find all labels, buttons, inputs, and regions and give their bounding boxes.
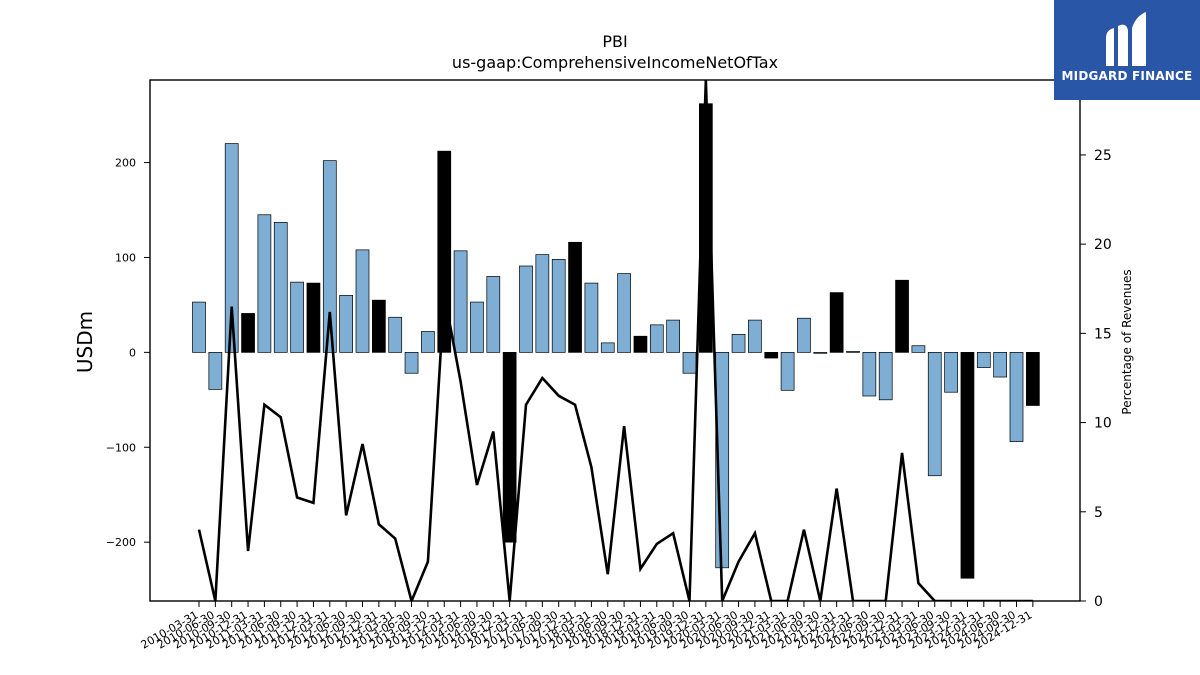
bar [1009, 352, 1024, 442]
bar [764, 352, 779, 359]
bar [568, 241, 582, 353]
brand-name: MIDGARD FINANCE [1061, 69, 1193, 83]
bar [944, 352, 958, 393]
y-tick-label: 100 [115, 251, 136, 264]
bar [273, 222, 288, 353]
bar [895, 279, 909, 353]
bar [372, 299, 386, 353]
plot-frame [149, 79, 1081, 602]
axes-group: −200−100010020005101520252010-03-312010-… [106, 79, 1112, 652]
bar [649, 324, 664, 353]
bar [224, 143, 239, 353]
bar [617, 273, 631, 353]
y-right-tick-label: 25 [1094, 148, 1112, 164]
bar [306, 282, 321, 353]
bar [731, 333, 746, 353]
bar [502, 352, 517, 543]
y-tick-label: −200 [106, 536, 136, 549]
bar [927, 352, 942, 477]
bar [878, 352, 893, 401]
bar [911, 345, 926, 353]
bar [797, 317, 811, 353]
bar [290, 281, 304, 353]
bar [551, 259, 566, 353]
bar [257, 214, 272, 353]
bar [666, 319, 681, 353]
bar [437, 150, 452, 353]
bar [208, 352, 223, 390]
bar [584, 282, 599, 353]
bar [846, 351, 860, 353]
y-right-tick-label: 20 [1094, 237, 1112, 253]
bar [780, 352, 795, 391]
bar [748, 319, 762, 353]
line-group [197, 80, 1033, 601]
bar [421, 331, 435, 353]
bar [241, 313, 255, 353]
y-tick-label: −100 [106, 441, 136, 454]
chart-title: PBI [602, 32, 628, 51]
y-right-tick-label: 0 [1094, 594, 1103, 610]
bar [976, 352, 991, 368]
bar [453, 250, 468, 353]
y-right-tick-label: 10 [1094, 416, 1112, 432]
y-tick-label: 200 [115, 157, 136, 170]
bar [355, 249, 370, 353]
bar [192, 301, 206, 353]
brand-logo: MIDGARD FINANCE [1054, 0, 1200, 100]
bar [404, 352, 419, 374]
bar [993, 352, 1008, 378]
bar [600, 342, 615, 353]
bar [535, 254, 550, 353]
bar [388, 316, 403, 353]
y-axis-label: USDm [73, 311, 97, 373]
y-axis-right-label: Percentage of Revenues [1120, 269, 1134, 414]
bar [813, 352, 828, 354]
bar [829, 292, 844, 353]
chart-subtitle: us-gaap:ComprehensiveIncomeNetOfTax [451, 53, 779, 72]
bar [682, 352, 697, 374]
bar [633, 335, 648, 353]
y-tick-label: 0 [129, 346, 136, 359]
bar [339, 295, 353, 353]
bar [1025, 352, 1040, 406]
bar [322, 160, 337, 353]
bar [862, 352, 877, 397]
series-line [197, 80, 1033, 601]
bar [519, 265, 533, 353]
bars-group [192, 103, 1040, 579]
midgard-logo-icon [1106, 12, 1146, 67]
y-right-tick-label: 5 [1094, 505, 1103, 521]
y-right-tick-label: 15 [1094, 326, 1112, 342]
bar [960, 352, 975, 579]
bar [470, 301, 484, 353]
bar [486, 276, 501, 353]
